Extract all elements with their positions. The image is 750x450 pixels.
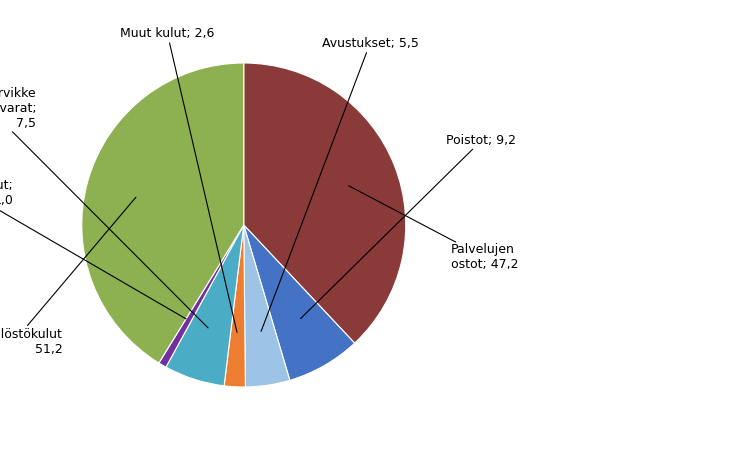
Wedge shape [166,225,244,386]
Text: Avustukset; 5,5: Avustukset; 5,5 [261,37,419,331]
Text: Rahoituskulut;
1,0: Rahoituskulut; 1,0 [0,179,186,319]
Text: Aineet,tarvikke
et ja tavarat;
7,5: Aineet,tarvikke et ja tavarat; 7,5 [0,87,208,328]
Wedge shape [244,225,290,387]
Text: Palvelujen
ostot; 47,2: Palvelujen ostot; 47,2 [349,186,518,271]
Wedge shape [244,225,355,380]
Text: Poistot; 9,2: Poistot; 9,2 [301,134,516,319]
Text: Henkilöstökulut
51,2: Henkilöstökulut 51,2 [0,197,136,356]
Text: Muut kulut; 2,6: Muut kulut; 2,6 [120,27,237,332]
Wedge shape [224,225,245,387]
Wedge shape [244,63,406,343]
Wedge shape [159,225,244,367]
Wedge shape [82,63,244,363]
